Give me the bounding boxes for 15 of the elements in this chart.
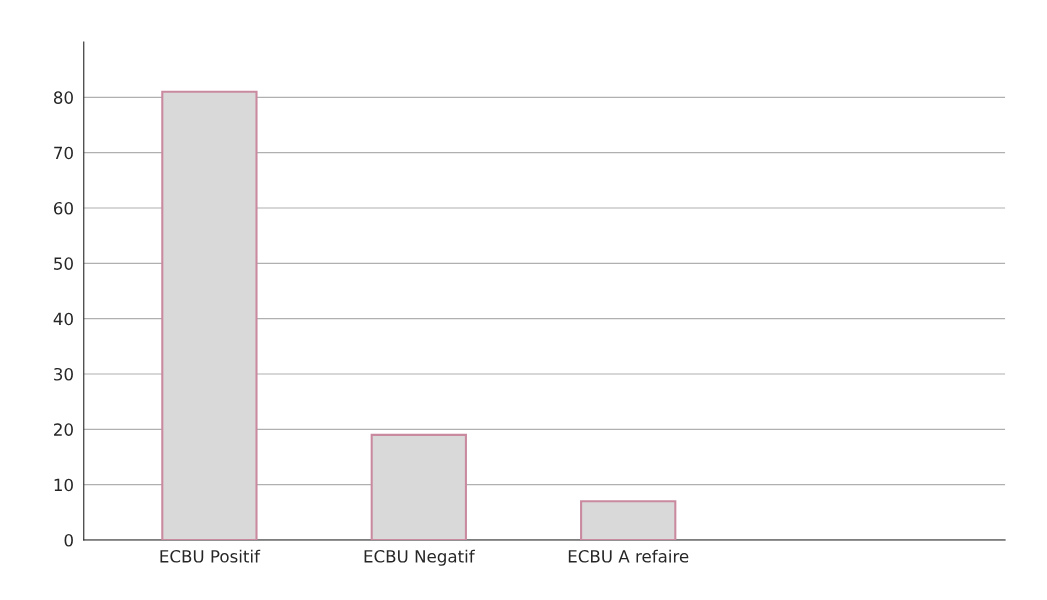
- x-tick-label: ECBU Positif: [160, 549, 261, 563]
- bar: [370, 433, 467, 540]
- y-tick-label: 20: [54, 423, 73, 436]
- y-tick-label: 0: [64, 533, 73, 547]
- bar: [161, 90, 258, 540]
- x-tick-label: ECBU Negatif: [364, 549, 475, 566]
- y-tick-label: 10: [54, 478, 73, 492]
- y-tick-label: 60: [53, 201, 73, 215]
- y-tick-label: 50: [54, 257, 73, 270]
- x-tick-label: ECBU A refaire: [568, 549, 689, 563]
- y-tick-label: 80: [53, 91, 73, 104]
- y-tick-label: 40: [53, 312, 73, 326]
- y-tick-label: 70: [54, 146, 73, 160]
- y-tick-label: 30: [54, 367, 73, 381]
- bar: [580, 500, 677, 540]
